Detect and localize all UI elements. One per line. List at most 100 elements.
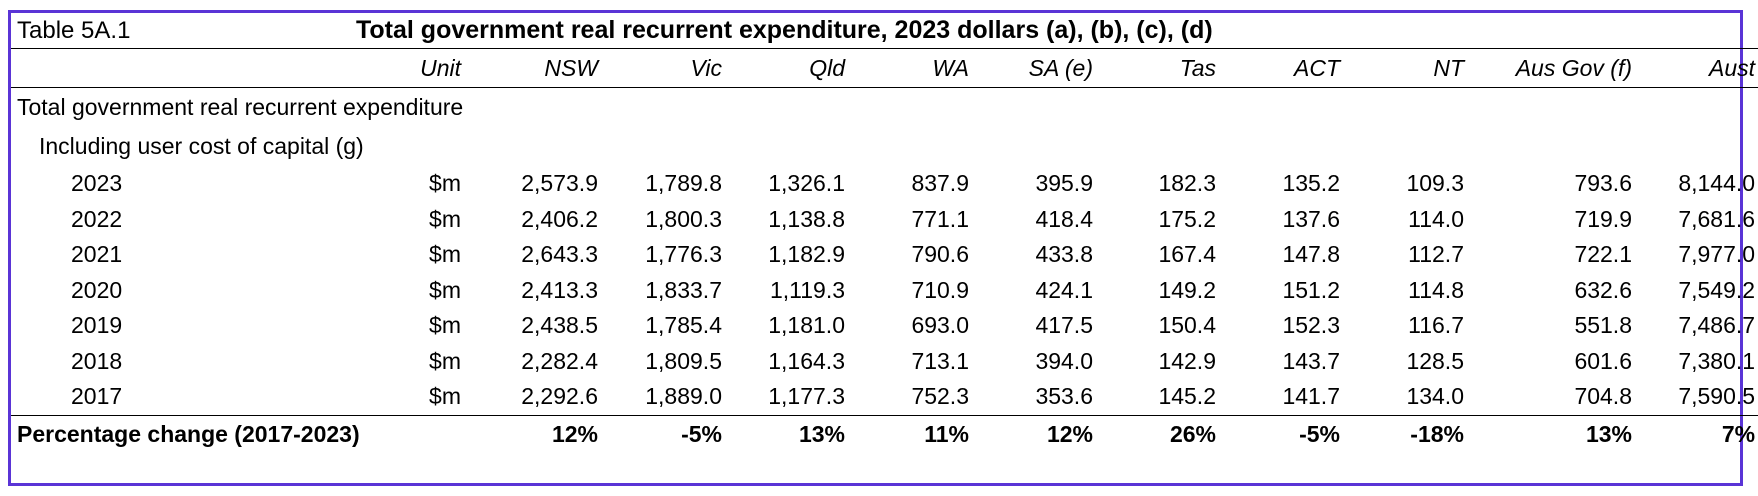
cell-sa: 418.4 [1035,205,1093,232]
percentage-change-row: Percentage change (2017-2023) 12% -5% 13… [11,414,1758,453]
column-header-act: ACT [1226,48,1350,88]
cell-vic: 1,776.3 [645,241,722,268]
cell-nt: 114.0 [1408,205,1464,232]
row-year: 2017 [71,383,123,410]
row-unit: $m [429,205,461,232]
cell-sa: 417.5 [1035,312,1093,339]
pct-wa: 11% [855,414,979,453]
cell-nt: 128.5 [1406,347,1464,374]
column-header-tas: Tas [1103,48,1226,88]
cell-wa: 752.3 [911,383,969,410]
column-header-aust: Aust [1642,48,1758,88]
row-unit: $m [429,383,461,410]
cell-sa: 395.9 [1035,170,1093,197]
cell-act: 152.3 [1282,312,1340,339]
cell-qld: 1,182.9 [768,241,845,268]
cell-ausgov: 632.6 [1574,276,1632,303]
cell-tas: 142.9 [1158,347,1216,374]
cell-wa: 713.1 [911,347,969,374]
cell-act: 147.8 [1282,241,1340,268]
row-unit: $m [429,312,461,339]
cell-vic: 1,833.7 [645,276,722,303]
cell-vic: 1,800.3 [645,205,722,232]
pct-aust: 7% [1642,414,1758,453]
pct-vic: -5% [608,414,732,453]
cell-qld: 1,181.0 [768,312,845,339]
cell-nsw: 2,413.3 [521,276,598,303]
cell-ausgov: 722.1 [1574,241,1632,268]
cell-tas: 175.2 [1158,205,1216,232]
row-year: 2023 [71,170,123,197]
cell-qld: 1,326.1 [768,170,845,197]
table-id: Table 5A.1 [11,13,356,49]
cell-sa: 353.6 [1035,383,1093,410]
cell-nsw: 2,643.3 [521,241,598,268]
pct-tas: 26% [1103,414,1226,453]
cell-act: 143.7 [1282,347,1340,374]
cell-act: 137.6 [1282,205,1340,232]
cell-vic: 1,809.5 [645,347,722,374]
cell-wa: 710.9 [911,276,969,303]
table-row: 2022 $m 2,406.2 1,800.3 1,138.8 771.1 41… [11,202,1758,238]
cell-vic: 1,889.0 [645,383,722,410]
table-row: 2020 $m 2,413.3 1,833.7 1,119.3 710.9 42… [11,273,1758,309]
pct-nt: -18% [1350,414,1474,453]
column-header-vic: Vic [608,48,732,88]
row-unit: $m [429,276,461,303]
pct-nsw: 12% [471,414,608,453]
column-header-sa: SA (e) [979,48,1103,88]
table-frame: Table 5A.1 Total government real recurre… [8,10,1758,486]
cell-sa: 394.0 [1035,347,1093,374]
cell-ausgov: 719.9 [1574,205,1632,232]
row-unit: $m [429,241,461,268]
cell-vic: 1,789.8 [645,170,722,197]
cell-nt: 112.7 [1408,241,1464,268]
column-header-nt: NT [1350,48,1474,88]
cell-act: 135.2 [1282,170,1340,197]
cell-nsw: 2,282.4 [521,347,598,374]
cell-sa: 433.8 [1035,241,1093,268]
row-year: 2022 [71,205,123,232]
pct-sa: 12% [979,414,1103,453]
cell-aust: 7,380.1 [1678,347,1756,374]
cell-qld: 1,164.3 [768,347,845,374]
cell-nsw: 2,438.5 [521,312,598,339]
table-row: 2021 $m 2,643.3 1,776.3 1,182.9 790.6 43… [11,237,1758,273]
column-header-qld: Qld [732,48,855,88]
cell-ausgov: 793.6 [1574,170,1632,197]
row-year: 2021 [71,241,123,268]
subsection-row: Including user cost of capital (g) [11,127,1758,166]
cell-act: 141.7 [1282,383,1340,410]
cell-nsw: 2,573.9 [521,170,598,197]
row-year: 2019 [71,312,123,339]
cell-tas: 149.2 [1158,276,1216,303]
cell-act: 151.2 [1282,276,1340,303]
cell-ausgov: 704.8 [1574,383,1632,410]
cell-tas: 167.4 [1158,241,1216,268]
cell-ausgov: 601.6 [1574,347,1632,374]
cell-wa: 693.0 [911,312,969,339]
cell-qld: 1,138.8 [768,205,845,232]
column-header-ausgov: Aus Gov (f) [1474,48,1642,88]
cell-tas: 145.2 [1158,383,1216,410]
pct-qld: 13% [732,414,855,453]
cell-aust: 7,486.7 [1678,312,1756,339]
cell-aust: 7,549.2 [1678,276,1756,303]
cell-nsw: 2,406.2 [521,205,598,232]
cell-nt: 109.3 [1406,170,1464,197]
cell-nt: 114.8 [1408,276,1464,303]
column-header-blank [11,48,356,88]
cell-wa: 837.9 [911,170,969,197]
cell-nsw: 2,292.6 [521,383,598,410]
pct-ausgov: 13% [1474,414,1642,453]
cell-sa: 424.1 [1035,276,1093,303]
expenditure-table: Table 5A.1 Total government real recurre… [11,13,1758,453]
pct-act: -5% [1226,414,1350,453]
column-header-wa: WA [855,48,979,88]
row-year: 2018 [71,347,123,374]
cell-qld: 1,177.3 [768,383,845,410]
cell-aust: 7,977.0 [1678,241,1756,268]
column-header-nsw: NSW [471,48,608,88]
cell-qld: 1,119.3 [769,276,845,303]
title-row: Table 5A.1 Total government real recurre… [11,13,1758,49]
